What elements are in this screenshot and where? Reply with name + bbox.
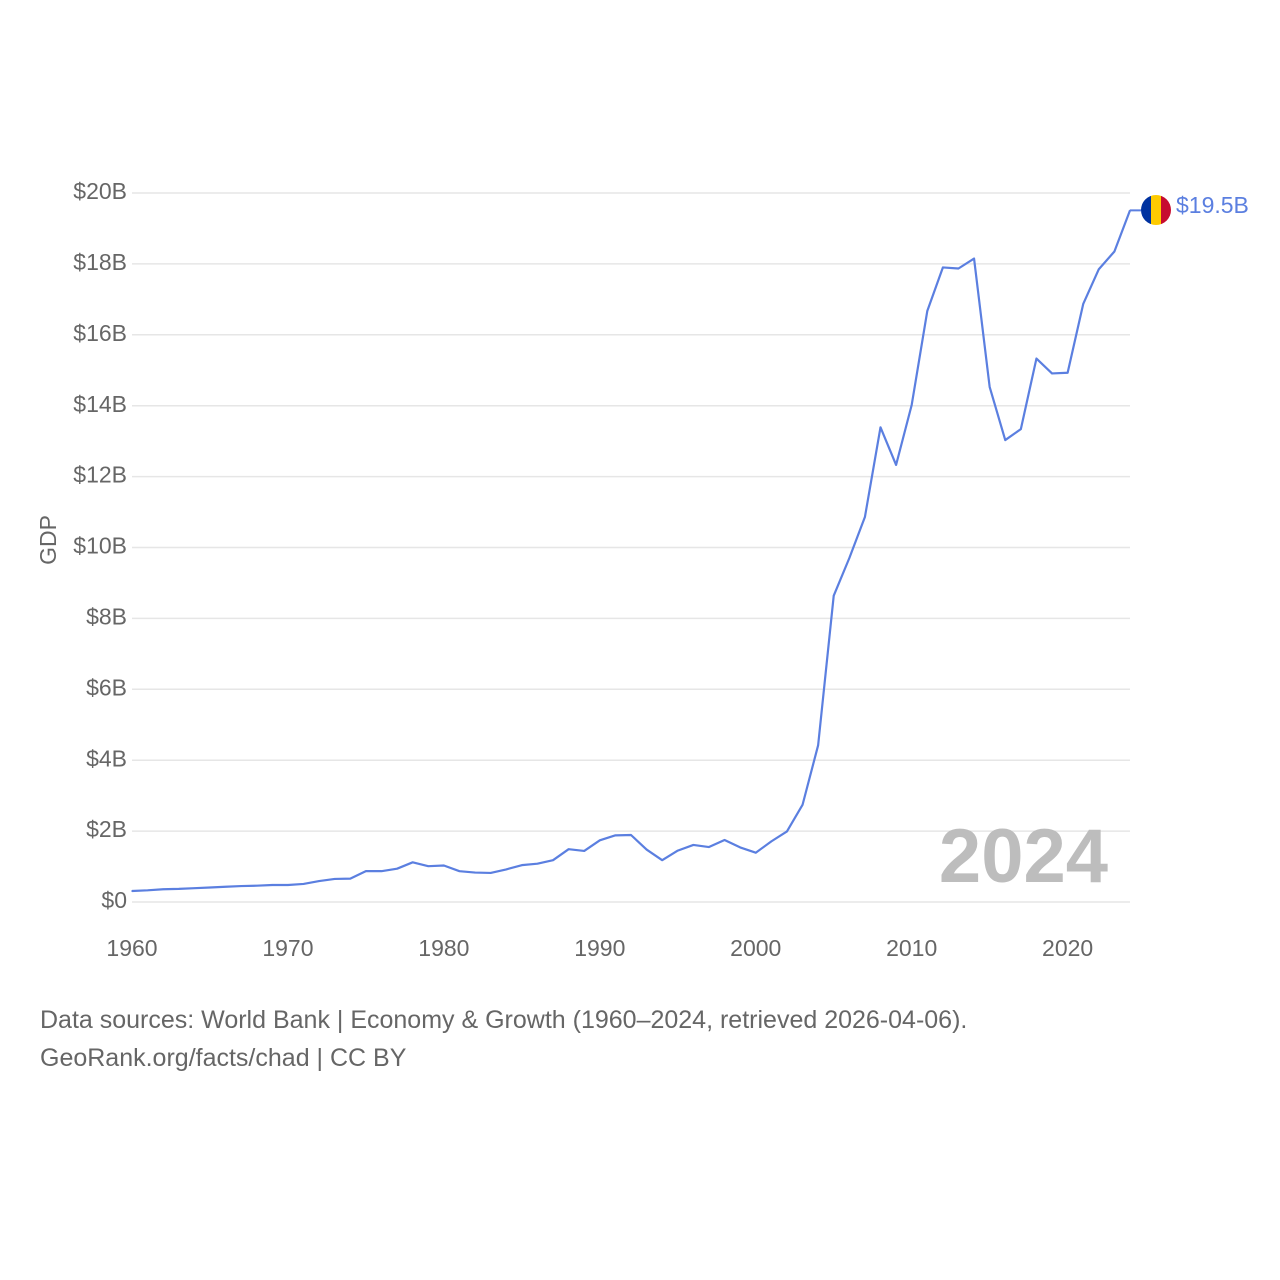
y-tick-label: $4B (86, 745, 127, 771)
data-point (1004, 439, 1007, 441)
x-tick-label: 1960 (106, 935, 157, 961)
data-point (396, 867, 398, 870)
data-point (411, 861, 414, 864)
data-point (708, 846, 710, 848)
y-tick-label: $20B (73, 178, 127, 204)
data-point (458, 870, 461, 872)
x-axis-ticks: 1960 1970 1980 1990 2000 2010 2020 (106, 935, 1093, 961)
data-point (146, 889, 149, 892)
x-tick-label: 2020 (1042, 935, 1093, 961)
source-footer: Data sources: World Bank | Economy & Gro… (40, 1001, 967, 1077)
data-point (1066, 371, 1069, 374)
data-point (131, 890, 133, 892)
data-point (1051, 372, 1053, 375)
gdp-series-line (131, 209, 1132, 893)
data-point (817, 744, 819, 747)
y-tick-label: $0 (101, 887, 127, 913)
gdp-line-chart: $0 $2B $4B $6B $8B $10B $12B $14B $16B $18B $20B 1… (35, 178, 1249, 961)
data-point (583, 850, 586, 852)
y-tick-label: $10B (73, 533, 127, 559)
data-point (536, 862, 539, 865)
data-point (910, 404, 913, 406)
y-tick-label: $16B (73, 320, 127, 346)
data-point (1082, 303, 1085, 305)
data-point (832, 594, 835, 597)
data-point (848, 557, 851, 559)
data-point (521, 864, 523, 866)
x-tick-label: 1980 (418, 935, 469, 961)
y-tick-label: $18B (73, 249, 127, 275)
data-point (723, 839, 726, 841)
data-point (754, 851, 757, 854)
data-point (988, 386, 991, 388)
data-point (318, 880, 320, 882)
data-point (973, 257, 975, 260)
y-tick-label: $14B (73, 391, 127, 417)
data-point (224, 885, 227, 888)
data-point (942, 266, 944, 269)
data-point (505, 868, 508, 871)
x-tick-label: 1990 (574, 935, 625, 961)
data-point (864, 516, 866, 518)
data-point (193, 887, 196, 889)
data-point (489, 872, 492, 874)
data-point (552, 859, 554, 861)
data-point (474, 871, 476, 874)
data-point (240, 885, 242, 887)
data-point (255, 884, 258, 887)
y-axis-ticks: $0 $2B $4B $6B $8B $10B $12B $14B $16B $18B $20B (73, 178, 127, 913)
x-tick-label: 2010 (886, 935, 937, 961)
data-point (1098, 268, 1100, 271)
data-point (302, 883, 305, 885)
data-point (333, 878, 336, 880)
data-point (177, 888, 180, 890)
data-point (770, 840, 773, 843)
data-point (957, 267, 960, 270)
data-point (287, 884, 289, 886)
data-point (801, 804, 804, 806)
data-point (895, 464, 897, 466)
y-tick-label: $12B (73, 462, 127, 488)
year-watermark: 2024 (939, 814, 1108, 899)
data-point (926, 310, 929, 312)
data-point (162, 888, 164, 891)
data-point (739, 846, 741, 849)
chad-flag-icon (1141, 195, 1171, 225)
data-point (661, 859, 663, 861)
data-point (209, 886, 211, 889)
end-value-label: $19.5B (1176, 192, 1249, 218)
y-tick-label: $6B (86, 674, 127, 700)
data-point (365, 870, 367, 872)
data-point (614, 834, 617, 837)
data-point (1113, 250, 1116, 253)
data-point (692, 844, 695, 846)
x-tick-label: 2000 (730, 935, 781, 961)
x-tick-label: 1970 (262, 935, 313, 961)
data-point (879, 426, 882, 429)
data-point (645, 848, 648, 851)
data-point (271, 884, 274, 886)
source-line: Data sources: World Bank | Economy & Gro… (40, 1006, 968, 1034)
data-point (1035, 357, 1038, 360)
data-point (676, 849, 679, 852)
series-points (131, 209, 1141, 892)
attribution-line: GeoRank.org/facts/chad | CC BY (40, 1044, 407, 1072)
data-point (567, 848, 570, 850)
data-point (380, 870, 383, 872)
data-point (786, 830, 788, 833)
grid-lines (132, 192, 1130, 903)
data-point (427, 865, 430, 867)
y-tick-label: $2B (86, 816, 127, 842)
data-point (1020, 428, 1022, 430)
end-marker: $19.5B (1141, 192, 1249, 225)
y-tick-label: $8B (86, 603, 127, 629)
y-axis-label: GDP (35, 515, 61, 565)
data-point (630, 834, 632, 836)
data-point (349, 877, 352, 880)
data-point (443, 864, 445, 867)
data-point (599, 839, 601, 842)
